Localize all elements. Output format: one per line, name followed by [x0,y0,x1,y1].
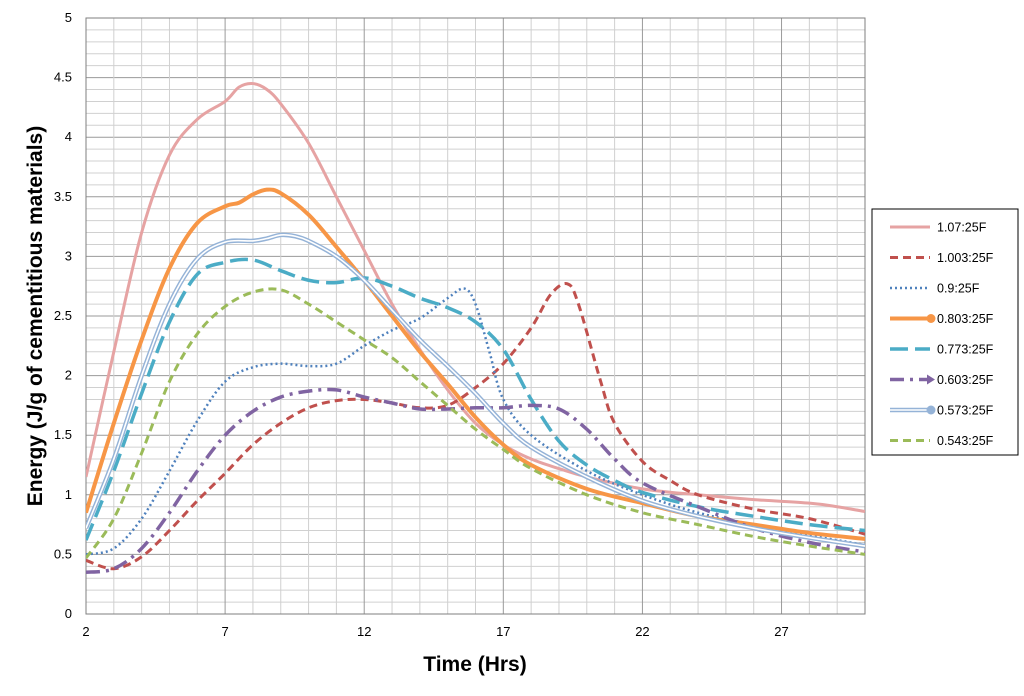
legend-label: 0.803:25F [937,312,994,326]
plot-area-frame [85,17,866,615]
grid-lines [85,17,866,615]
series-line [86,81,865,513]
series-line [86,387,865,575]
x-tick-label: 12 [357,624,371,639]
legend: 1.07:25F 1.003:25F 0.9:25F 0.803:25F 0.773:2… [871,208,1019,456]
legend-label: 0.603:25F [937,373,994,387]
series-line [86,287,865,559]
legend-item: 1.07:25F [890,221,987,235]
x-tick-label: 27 [774,624,788,639]
series-0-603-25f [86,387,865,575]
series-line [86,282,865,571]
y-axis-ticks: 0 0.5 1 1.5 2 2.5 3 3.5 4 4.5 5 [54,10,72,621]
x-tick-label: 22 [635,624,649,639]
legend-label: 1.07:25F [937,221,987,235]
series-0-9-25f [86,287,865,556]
legend-marker-circle [926,405,936,415]
x-tick-label: 7 [221,624,228,639]
y-tick-label: 1 [65,487,72,502]
series-layer [86,81,865,575]
y-tick-label: 1.5 [54,427,72,442]
y-tick-label: 3 [65,248,72,263]
series-1-003-25f [86,282,865,571]
y-tick-label: 2.5 [54,308,72,323]
y-tick-label: 0.5 [54,546,72,561]
legend-marker-triangle [927,374,935,385]
y-tick-label: 2 [65,368,72,383]
x-tick-label: 17 [496,624,510,639]
series-line [86,287,865,556]
y-tick-label: 3.5 [54,189,72,204]
series-0-773-25f [86,257,865,541]
legend-label: 1.003:25F [937,251,994,265]
x-axis-title: Time (Hrs) [423,653,526,676]
legend-item: 0.803:25F [890,312,994,326]
series-line [86,257,865,541]
legend-marker-circle [926,314,936,323]
legend-item: 1.003:25F [890,251,994,265]
y-axis-title: Energy (J/g of cementitious materials) [24,126,47,506]
legend-item: 0.543:25F [890,434,994,448]
legend-label: 0.9:25F [937,282,980,296]
y-tick-label: 0 [65,606,72,621]
series-0-573-25f [86,232,865,549]
y-tick-label: 5 [65,10,72,25]
series-0-543-25f [86,287,865,559]
legend-label: 0.543:25F [937,434,994,448]
legend-item: 0.603:25F [890,373,994,387]
x-axis-ticks: 2 7 12 17 22 27 [82,624,788,639]
legend-box [871,208,1019,456]
legend-label: 0.773:25F [937,343,994,357]
series-1-07-25f [86,81,865,513]
legend-item: 0.573:25F [890,404,994,418]
x-tick-label: 2 [82,624,89,639]
legend-item: 0.9:25F [890,282,980,296]
legend-item: 0.773:25F [890,343,994,357]
y-tick-label: 4.5 [54,70,72,85]
series-line-inner [86,234,865,547]
legend-label: 0.573:25F [937,404,994,418]
y-tick-label: 4 [65,129,72,144]
